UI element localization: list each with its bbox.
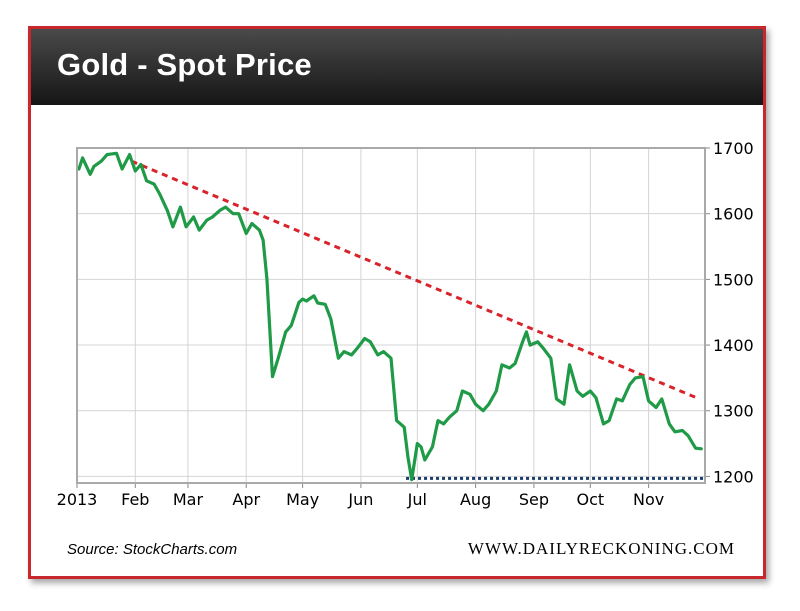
x-tick-label: Jul bbox=[407, 490, 427, 509]
y-axis-tick-labels: 1200 1300 1400 1500 1600 1700 bbox=[713, 139, 754, 486]
y-tick-label: 1300 bbox=[713, 402, 754, 421]
chart-title: Gold - Spot Price bbox=[57, 47, 312, 82]
y-tick-label: 1200 bbox=[713, 467, 754, 486]
x-tick-label: May bbox=[286, 490, 319, 509]
source-credit: Source: StockCharts.com bbox=[67, 541, 238, 558]
x-tick-label: Aug bbox=[460, 490, 491, 509]
chart-header: Gold - Spot Price bbox=[31, 29, 763, 105]
chart-svg: 1200 1300 1400 1500 1600 1700 2013 Feb Mar Apr Ma… bbox=[57, 139, 754, 509]
annotation-layer bbox=[130, 159, 704, 480]
y-tick-label: 1400 bbox=[713, 336, 754, 355]
x-tick-label: Apr bbox=[232, 490, 260, 509]
website-credit: WWW.DAILYRECKONING.COM bbox=[467, 539, 735, 558]
x-tick-label: Jun bbox=[347, 490, 373, 509]
plot-area-border bbox=[76, 147, 706, 484]
y-tick-label: 1700 bbox=[713, 139, 754, 158]
y-tick-label: 1500 bbox=[713, 270, 754, 289]
plot-area-background bbox=[77, 148, 705, 483]
gold-price-line bbox=[77, 151, 703, 482]
chart-frame: Gold - Spot Price 1200 1300 1400 1500 1600 17… bbox=[28, 26, 766, 579]
x-tick-label: Oct bbox=[576, 490, 604, 509]
x-tick-label: Mar bbox=[173, 490, 204, 509]
x-tick-label: Nov bbox=[633, 490, 664, 509]
series-layer bbox=[77, 151, 703, 482]
resistance-trendline bbox=[130, 159, 700, 401]
x-axis-tick-labels: 2013 Feb Mar Apr May Jun Jul Aug Sep Oct Nov bbox=[57, 490, 665, 509]
x-tick-label: Sep bbox=[519, 490, 549, 509]
y-tick-label: 1600 bbox=[713, 205, 754, 224]
x-tick-label: Feb bbox=[121, 490, 149, 509]
x-tick-label: 2013 bbox=[57, 490, 98, 509]
